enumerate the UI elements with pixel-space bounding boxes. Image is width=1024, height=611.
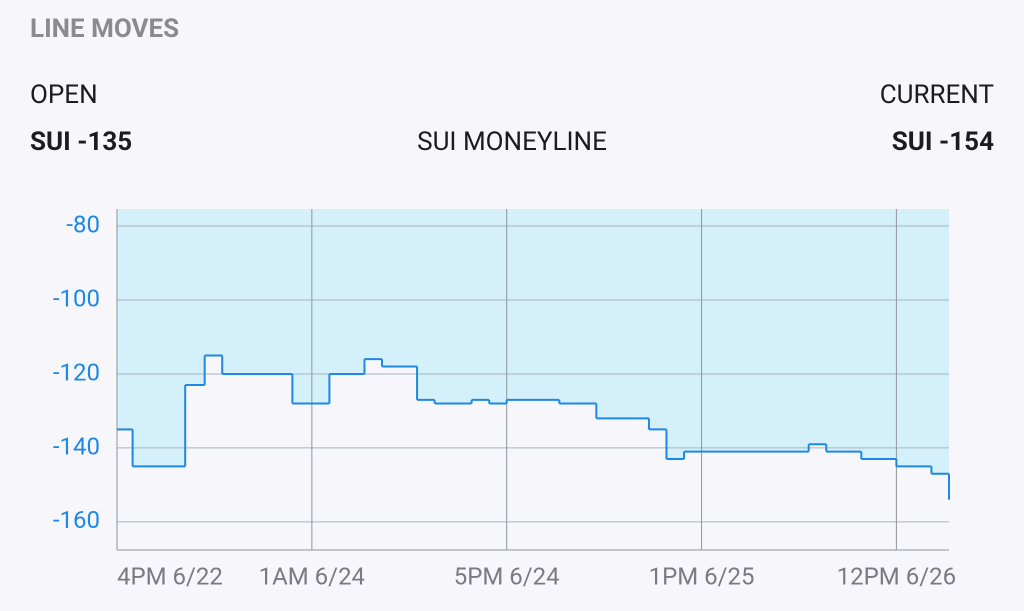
x-tick-label: 1AM 6/24 <box>259 562 365 590</box>
current-value: SUI -154 <box>892 127 994 157</box>
x-tick-label: 1PM 6/25 <box>649 562 755 590</box>
y-tick-label: -160 <box>53 506 100 534</box>
current-label: CURRENT <box>880 80 994 110</box>
y-tick-label: -100 <box>53 284 100 312</box>
y-tick-label: -80 <box>66 210 100 238</box>
x-tick-label: 5PM 6/24 <box>454 562 560 590</box>
x-tick-label: 12PM 6/26 <box>837 562 956 590</box>
section-title: LINE MOVES <box>30 14 179 44</box>
area-fill <box>117 209 949 500</box>
open-value: SUI -135 <box>30 127 132 157</box>
open-label: OPEN <box>30 80 98 110</box>
y-tick-label: -140 <box>53 432 100 460</box>
x-tick-label: 4PM 6/22 <box>117 562 223 590</box>
plot: -80 -100 -120 -140 -160 4PM 6/22 1AM 6/24 5PM 6… <box>53 209 956 590</box>
market-name: SUI MONEYLINE <box>417 127 607 157</box>
y-tick-label: -120 <box>53 358 100 386</box>
